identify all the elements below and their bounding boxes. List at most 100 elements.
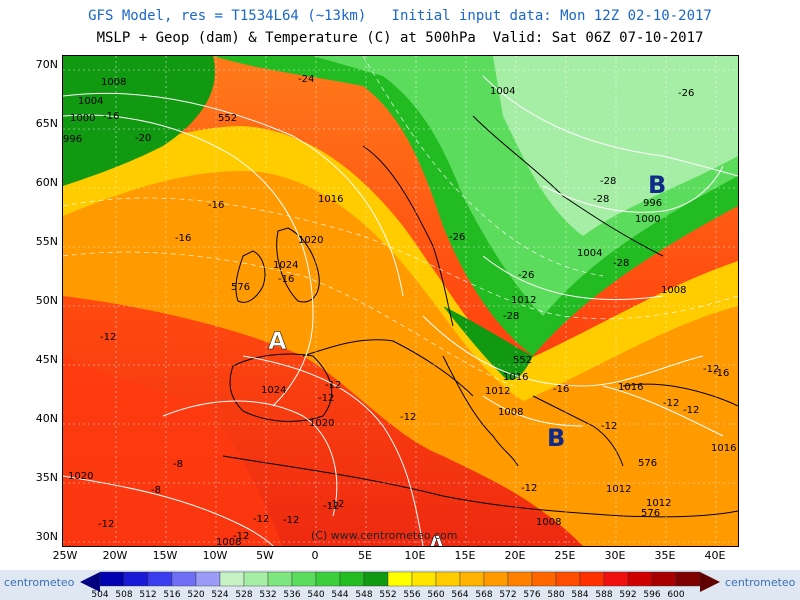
temp-label: -20 xyxy=(135,133,151,144)
temp-label: -16 xyxy=(208,200,224,211)
isotherms xyxy=(63,56,738,387)
temp-label: -28 xyxy=(600,176,616,187)
pressure-label: 1016 xyxy=(503,372,528,383)
colorbar: 504 508 512 516 520 524 528 532 536 540 544 548 552 5… xyxy=(0,570,800,600)
pressure-label: 996 xyxy=(63,134,82,145)
geop-label: 576 xyxy=(641,508,660,519)
colorbar-cells xyxy=(99,571,701,587)
pressure-label: 1016 xyxy=(618,382,643,393)
map-canvas: 1008 1004 1000 996 1016 1020 1024 1004 1… xyxy=(63,56,738,546)
pressure-label: 1016 xyxy=(318,194,343,205)
colorbar-label: 588 xyxy=(595,590,612,600)
geop-label: 576 xyxy=(231,282,250,293)
pressure-label: 1000 xyxy=(635,214,660,225)
colorbar-label: 516 xyxy=(163,590,180,600)
header-title: GFS Model, res = T1534L64 (~13km) Initia… xyxy=(88,8,712,24)
colorbar-label: 552 xyxy=(379,590,396,600)
graticule xyxy=(63,56,738,546)
temp-label: -12 xyxy=(283,515,299,526)
pressure-label: 1008 xyxy=(661,285,686,296)
pressure-label: 1012 xyxy=(646,498,671,509)
pressure-label: 1008 xyxy=(536,517,561,528)
temp-label: -28 xyxy=(593,194,609,205)
temp-label: -26 xyxy=(678,88,694,99)
temp-label: -12 xyxy=(318,393,334,404)
pressure-label: 1012 xyxy=(511,295,536,306)
lon-label: 25E xyxy=(554,549,576,562)
colorbar-cell xyxy=(99,571,125,587)
colorbar-label: 520 xyxy=(187,590,204,600)
temp-label-layer: -24 -16 -20 -16 -16 -16 -12 -12 -12 -8 -… xyxy=(98,74,729,542)
lat-label: 30N xyxy=(35,530,58,543)
pressure-label: 1004 xyxy=(78,96,103,107)
temp-label: -12 xyxy=(323,501,339,512)
colorbar-cell xyxy=(387,571,413,587)
colorbar-cell xyxy=(579,571,605,587)
pressure-label: 1008 xyxy=(101,77,126,88)
colorbar-label: 508 xyxy=(115,590,132,600)
lat-label: 45N xyxy=(35,353,58,366)
geop-band-548-nw xyxy=(63,56,215,186)
lat-label: 70N xyxy=(35,58,58,71)
logo-left: centrometeo xyxy=(4,576,75,589)
colorbar-label: 560 xyxy=(427,590,444,600)
lon-label: 30E xyxy=(604,549,626,562)
pressure-label: 1004 xyxy=(490,86,515,97)
colorbar-arrow-right xyxy=(700,572,720,592)
colorbar-cell xyxy=(243,571,269,587)
low-center-marker: B xyxy=(547,424,565,452)
colorbar-cell xyxy=(507,571,533,587)
colorbar-cell xyxy=(123,571,149,587)
weather-map: 1008 1004 1000 996 1016 1020 1024 1004 1… xyxy=(62,55,739,547)
colorbar-label: 584 xyxy=(571,590,588,600)
colorbar-cell xyxy=(219,571,245,587)
warm-core-sw xyxy=(63,356,283,546)
lat-label: 55N xyxy=(35,235,58,248)
high-center-marker: A xyxy=(268,327,287,355)
colorbar-cell xyxy=(339,571,365,587)
lon-label: 20E xyxy=(504,549,526,562)
colorbar-label: 540 xyxy=(307,590,324,600)
pressure-label: 1004 xyxy=(577,248,602,259)
colorbar-label: 572 xyxy=(499,590,516,600)
pressure-label: 1020 xyxy=(298,235,323,246)
colorbar-label: 512 xyxy=(139,590,156,600)
colorbar-cell xyxy=(171,571,197,587)
lon-label: 5W xyxy=(256,549,274,562)
pressure-label: 1024 xyxy=(261,385,286,396)
temp-label: -12 xyxy=(328,499,344,510)
colorbar-label: 548 xyxy=(355,590,372,600)
colorbar-label: 536 xyxy=(283,590,300,600)
temp-label: -12 xyxy=(703,364,719,375)
high-center-marker: A xyxy=(428,533,445,546)
colorbar-label: 568 xyxy=(475,590,492,600)
pressure-label: 1008 xyxy=(498,407,523,418)
colorbar-cell xyxy=(195,571,221,587)
colorbar-label: 576 xyxy=(523,590,540,600)
colorbar-cell xyxy=(411,571,437,587)
colorbar-cell xyxy=(459,571,485,587)
header-subtitle: MSLP + Geop (dam) & Temperature (C) at 5… xyxy=(96,30,704,46)
colorbar-label: 528 xyxy=(235,590,252,600)
colorbar-cell xyxy=(315,571,341,587)
temp-label: -8 xyxy=(151,485,161,496)
colorbar-label: 532 xyxy=(259,590,276,600)
trough-core xyxy=(443,306,533,380)
colorbar-cell xyxy=(531,571,557,587)
lat-label: 35N xyxy=(35,471,58,484)
lon-label: 35E xyxy=(654,549,676,562)
colorbar-cell xyxy=(483,571,509,587)
temp-label: -12 xyxy=(325,380,341,391)
colorbar-cell xyxy=(291,571,317,587)
lon-label: 10E xyxy=(404,549,426,562)
lon-label: 0 xyxy=(311,549,319,562)
coastlines xyxy=(222,115,738,518)
colorbar-cell xyxy=(147,571,173,587)
lon-label: 25W xyxy=(52,549,78,562)
temp-label: -24 xyxy=(298,74,314,85)
logo-right: centrometeo xyxy=(725,576,796,589)
temp-label: -26 xyxy=(518,270,534,281)
temp-label: -28 xyxy=(503,311,519,322)
colorbar-label: 556 xyxy=(403,590,420,600)
temp-label: -16 xyxy=(175,233,191,244)
